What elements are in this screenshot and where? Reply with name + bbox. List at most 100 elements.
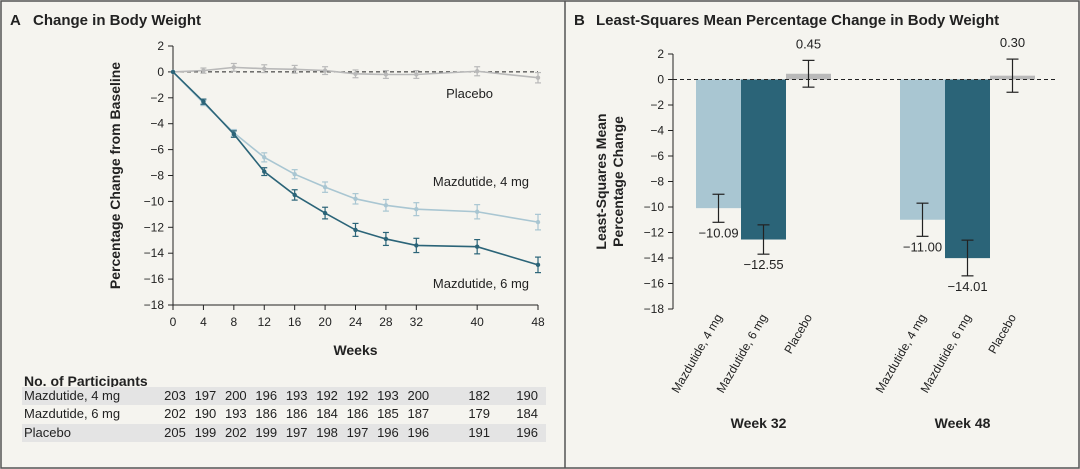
table-cell-count: 182 (468, 388, 490, 403)
x-tick-label: 16 (288, 315, 302, 329)
series-label-mazdutide-6-mg: Mazdutide, 6 mg (433, 276, 529, 291)
table-cell-count: 192 (316, 388, 338, 403)
value-label-week-48-mazdutide-4-mg: −11.00 (903, 239, 942, 254)
panel-b-letter: B (574, 12, 585, 29)
y-axis-title-line2: Percentage Change (610, 116, 626, 247)
table-row-band (22, 405, 546, 423)
table-cell-count: 205 (164, 425, 186, 440)
table-cell-count: 196 (377, 425, 399, 440)
bar-week-32-mazdutide-4-mg (696, 79, 741, 209)
group-label-week-48: Week 48 (935, 415, 991, 431)
table-cell-count: 200 (407, 388, 429, 403)
table-cell-count: 186 (347, 406, 369, 421)
y-tick-label: −8 (650, 175, 664, 189)
data-point-placebo (353, 71, 358, 77)
data-point-mazdutide-4-mg (535, 219, 541, 225)
x-tick-label: 24 (349, 315, 363, 329)
data-point-mazdutide-6-mg (231, 131, 237, 137)
x-tick-label: 40 (470, 315, 484, 329)
y-tick-label: −10 (144, 194, 165, 208)
table-cell-count: 197 (286, 425, 308, 440)
table-cell-count: 191 (468, 425, 490, 440)
table-row-label: Mazdutide, 6 mg (24, 406, 120, 421)
bar-week-48-mazdutide-4-mg (900, 79, 945, 220)
table-row-band (22, 424, 546, 442)
table-cell-count: 184 (316, 406, 338, 421)
x-tick-label: 4 (200, 315, 207, 329)
bar-week-32-mazdutide-6-mg (741, 79, 786, 240)
table-row-band (22, 387, 546, 405)
data-point-mazdutide-4-mg (383, 203, 389, 208)
panel-a-letter: A (10, 12, 21, 29)
table-cell-count: 197 (347, 425, 369, 440)
y-axis-title: Percentage Change from Baseline (107, 62, 123, 289)
value-label-week-48-mazdutide-6-mg: −14.01 (947, 279, 987, 294)
y-tick-label: −8 (150, 169, 164, 183)
y-tick-label: 0 (157, 65, 164, 79)
table-cell-count: 202 (225, 425, 247, 440)
y-tick-label: −10 (644, 200, 665, 214)
table-cell-count: 179 (468, 406, 490, 421)
table-cell-count: 203 (164, 388, 186, 403)
table-row-label: Placebo (24, 425, 71, 440)
data-point-mazdutide-6-mg (383, 236, 389, 242)
data-point-mazdutide-4-mg (262, 155, 267, 160)
category-label-week-48-placebo: Placebo (985, 311, 1019, 356)
y-tick-label: −18 (644, 302, 665, 316)
table-row-label: Mazdutide, 4 mg (24, 388, 120, 403)
table-cell-count: 202 (164, 406, 186, 421)
x-tick-label: 28 (379, 315, 393, 329)
y-axis-title-line1: Least-Squares Mean (593, 113, 609, 249)
data-point-placebo (262, 66, 267, 71)
panel-a-title: Change in Body Weight (33, 12, 201, 29)
x-tick-label: 0 (170, 315, 177, 329)
table-cell-count: 186 (286, 406, 308, 421)
y-tick-label: −16 (644, 277, 665, 291)
table-cell-count: 184 (516, 406, 538, 421)
y-tick-label: −14 (144, 246, 165, 260)
data-point-mazdutide-6-mg (292, 192, 297, 198)
panel-b-bar-chart: 2 0 −2 −4 −6 −8 −10 −12 −14 −16 −18 Least-Squares M… (593, 35, 1057, 431)
table-cell-count: 187 (407, 406, 429, 421)
data-point-mazdutide-4-mg (414, 206, 419, 212)
y-tick-label: 2 (157, 39, 164, 53)
data-point-placebo (322, 68, 328, 73)
y-tick-label: −6 (650, 149, 664, 163)
x-axis-title: Weeks (333, 342, 377, 358)
table-cell-count: 190 (516, 388, 538, 403)
table-cell-count: 185 (377, 406, 399, 421)
participants-table: Mazdutide, 4 mg 203 197 200 196 193 192 192 193 2… (22, 387, 546, 442)
table-cell-count: 198 (316, 425, 338, 440)
data-point-mazdutide-6-mg (474, 244, 480, 249)
y-tick-label: −12 (644, 226, 665, 240)
data-point-mazdutide-6-mg (201, 99, 206, 104)
y-tick-label: −4 (150, 117, 164, 131)
table-cell-count: 196 (407, 425, 429, 440)
value-label-week-32-mazdutide-4-mg: −10.09 (698, 225, 738, 240)
category-label-week-32-mazdutide-6-mg: Mazdutide, 6 mg (714, 312, 770, 396)
category-label-week-32-placebo: Placebo (781, 311, 815, 356)
group-label-week-32: Week 32 (731, 415, 787, 431)
x-tick-label: 48 (531, 315, 545, 329)
panel-b-title: Least-Squares Mean Percentage Change in … (596, 12, 999, 29)
series-label-mazdutide-4-mg: Mazdutide, 4 mg (433, 174, 529, 189)
data-point-mazdutide-4-mg (292, 172, 297, 177)
y-tick-label: −14 (644, 251, 665, 265)
data-point-placebo (231, 65, 237, 70)
data-point-placebo (201, 68, 206, 73)
table-cell-count: 190 (195, 406, 217, 421)
series-label-placebo: Placebo (446, 86, 493, 101)
value-label-week-48-placebo: 0.30 (1000, 35, 1025, 50)
table-cell-count: 193 (286, 388, 308, 403)
table-cell-count: 196 (516, 425, 538, 440)
x-tick-label: 20 (318, 315, 332, 329)
y-tick-label: −2 (650, 98, 664, 112)
value-label-week-32-mazdutide-6-mg: −12.55 (743, 257, 783, 272)
data-point-placebo (414, 72, 419, 77)
y-tick-label: −18 (144, 298, 165, 312)
y-tick-label: −2 (150, 91, 164, 105)
data-point-mazdutide-4-mg (474, 209, 480, 214)
data-point-mazdutide-6-mg (322, 210, 328, 216)
